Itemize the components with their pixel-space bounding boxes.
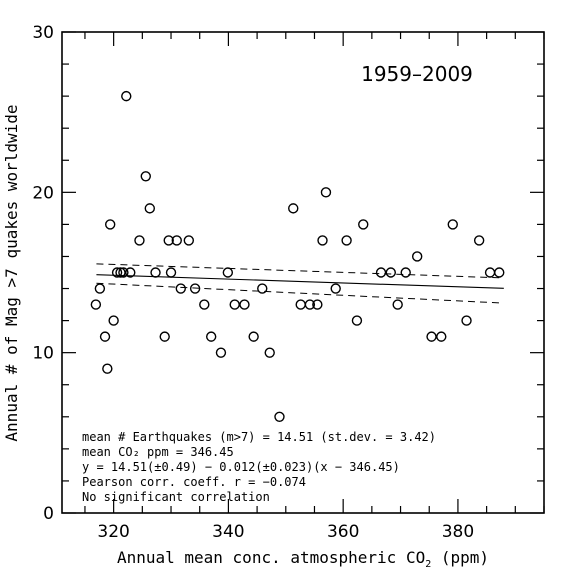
data-point [115,267,126,278]
data-point [175,283,186,294]
data-point [222,267,234,278]
data-point [121,90,132,102]
data-point [90,299,102,310]
axis-tick-labels: 320 340 360 380 0 10 20 30 [32,23,474,542]
data-point [102,363,113,374]
data-point [264,347,275,358]
data-point [199,299,210,310]
data-point [118,267,129,278]
data-point [229,299,240,310]
x-axis-label: Annual mean conc. atmospheric CO2 (ppm) [117,548,489,570]
y-tick-label: 30 [32,23,54,43]
x-tick-label: 360 [327,522,359,542]
data-point [494,267,505,278]
data-point [274,411,285,422]
data-point [473,235,485,246]
data-point [317,235,328,246]
x-tick-label: 340 [212,522,244,542]
data-point [163,235,174,246]
stats-line: No significant correlation [82,490,270,504]
fit-line [96,274,504,289]
confidence-band-lower [96,282,504,304]
data-point [375,267,387,278]
x-axis-label-main: Annual mean conc. atmospheric CO [117,548,425,567]
data-point [400,267,411,278]
data-point [104,219,116,230]
y-tick-label: 10 [32,344,54,364]
data-point [385,267,396,278]
data-point [125,267,136,278]
axis-ticks [62,31,545,514]
plot-frame [61,31,545,514]
data-point [426,331,437,342]
x-axis-label-subscript: 2 [425,559,431,570]
data-point [165,267,177,278]
stats-block: mean # Earthquakes (m>7) = 14.51 (st.dev… [82,430,436,504]
data-point [111,267,123,278]
data-point [330,283,341,294]
stats-line: mean # Earthquakes (m>7) = 14.51 (st.dev… [82,430,436,444]
data-point [239,299,250,310]
data-point [150,267,161,278]
data-point [358,219,369,230]
data-point [411,251,423,262]
confidence-band-upper [96,263,504,279]
data-point [447,219,458,230]
stats-line: mean CO₂ ppm = 346.45 [82,445,234,459]
data-point [392,299,403,310]
stats-line: Pearson corr. coeff. r = −0.074 [82,475,306,489]
data-point [312,299,323,310]
data-point [461,315,472,326]
x-axis-label-tail: (ppm) [431,548,489,567]
data-point [108,315,119,326]
data-point [215,347,227,358]
data-point [99,331,111,342]
data-point [351,315,363,326]
x-tick-label: 320 [97,522,129,542]
data-point [134,235,145,246]
data-point [304,299,316,310]
data-point [320,187,332,198]
data-point [159,331,170,342]
data-point [288,203,299,214]
y-tick-label: 20 [32,183,54,203]
data-point [183,235,195,246]
data-point [484,267,496,278]
data-point [436,331,447,342]
data-point [171,235,182,246]
data-point [94,283,106,294]
y-axis-label: Annual # of Mag >7 quakes worldwide [2,104,21,441]
stats-line: y = 14.51(±0.49) − 0.012(±0.023)(x − 346… [82,460,400,474]
x-tick-label: 380 [442,522,474,542]
data-point [205,331,217,342]
data-point [189,283,201,294]
confidence-band [96,263,504,304]
data-point [140,171,151,182]
data-point [257,283,268,294]
y-tick-label: 0 [43,504,54,524]
data-points [90,90,505,422]
regression-line [96,274,504,289]
data-point [248,331,259,342]
year-range-label: 1959–2009 [361,62,473,86]
data-point [341,235,352,246]
data-point [144,203,155,214]
data-point [295,299,306,310]
